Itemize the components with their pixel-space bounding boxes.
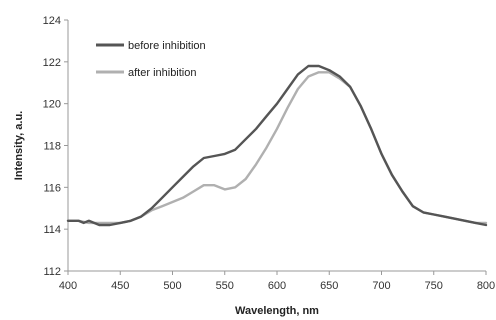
y-axis-title: Intensity, a.u. xyxy=(13,111,25,180)
y-tick-label: 118 xyxy=(43,141,61,153)
series-layer xyxy=(66,64,488,227)
x-tick-label: 400 xyxy=(59,280,77,292)
y-tick-label: 116 xyxy=(43,182,61,194)
x-tick-label: 600 xyxy=(268,280,286,292)
y-tick-label: 124 xyxy=(43,15,61,27)
y-ticks: 112 114 116 118 120 122 124 xyxy=(43,15,68,278)
y-tick-label: 122 xyxy=(43,57,61,69)
x-axis-title: Wavelength, nm xyxy=(235,305,319,317)
legend-label-after-inhibition: after inhibition xyxy=(128,67,197,79)
y-tick-label: 112 xyxy=(43,266,61,278)
x-tick-label: 650 xyxy=(320,280,338,292)
x-tick-label: 700 xyxy=(372,280,390,292)
x-ticks: 400 450 500 550 600 650 700 750 800 xyxy=(59,271,495,292)
x-tick-label: 450 xyxy=(111,280,129,292)
series-line-after-inhibition xyxy=(66,71,488,225)
x-tick-label: 550 xyxy=(216,280,234,292)
series-line-before-inhibition xyxy=(66,64,488,227)
x-tick-label: 800 xyxy=(477,280,495,292)
x-tick-label: 750 xyxy=(425,280,443,292)
legend: before inhibition after inhibition xyxy=(96,40,206,79)
y-tick-label: 114 xyxy=(43,224,61,236)
plot-area: 112 114 116 118 120 122 124 400 450 500 550 600 650… xyxy=(43,15,496,292)
y-tick-label: 120 xyxy=(43,99,61,111)
legend-label-before-inhibition: before inhibition xyxy=(128,40,206,52)
x-tick-label: 500 xyxy=(163,280,181,292)
